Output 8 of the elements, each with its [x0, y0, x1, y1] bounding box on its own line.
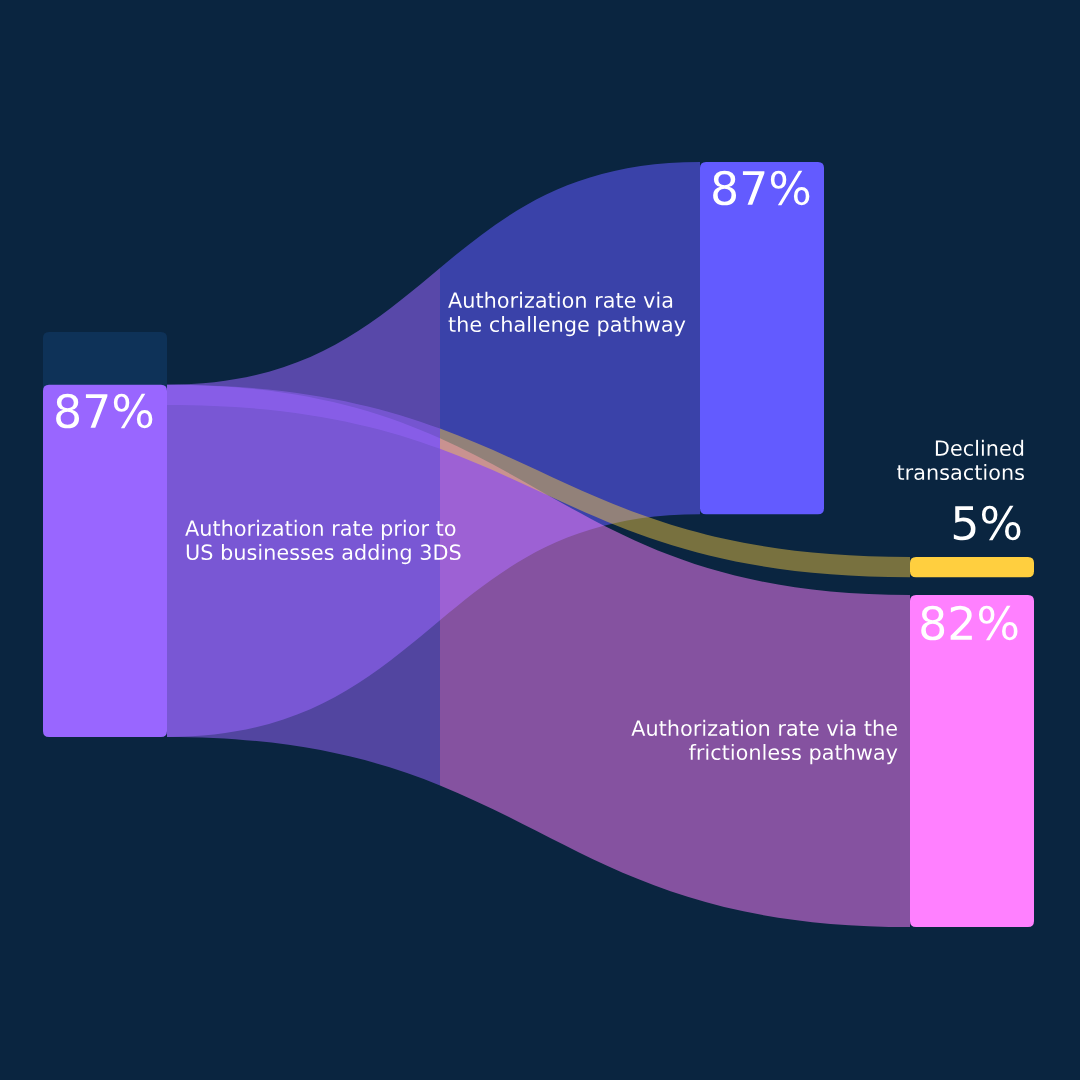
- category-label: Authorization rate via the frictionless pathway: [631, 719, 898, 765]
- category-label: Authorization rate via the challenge pathway: [448, 291, 686, 337]
- data-label: 87%: [56, 393, 153, 429]
- data-label: 82%: [921, 605, 1018, 641]
- category-label: Authorization rate prior to US businesses adding 3DS: [185, 519, 461, 565]
- data-label: 87%: [713, 170, 810, 206]
- category-label: Declined transactions: [897, 439, 1024, 481]
- data-label: 5%: [953, 505, 1021, 541]
